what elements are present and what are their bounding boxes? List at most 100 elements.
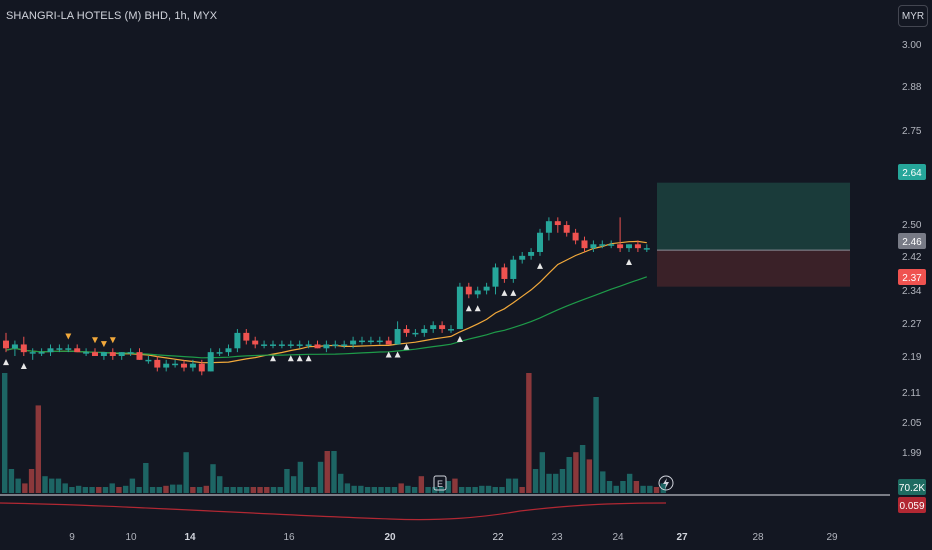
price-tick-label: 3.00 <box>902 40 922 51</box>
time-tick-label: 28 <box>752 532 764 543</box>
buy-signal-mark <box>296 355 303 362</box>
volume-bar <box>270 487 277 493</box>
volume-bar <box>499 487 505 493</box>
candle-body <box>74 348 81 353</box>
candle-body <box>296 344 303 346</box>
volume-bar <box>653 487 660 493</box>
price-tick-label: 2.88 <box>902 82 922 93</box>
indicator-badge-bg <box>898 497 926 513</box>
sell-signal-mark <box>65 333 72 340</box>
buy-signal-mark <box>403 343 410 350</box>
candle-body <box>510 259 517 279</box>
buy-signal-mark <box>3 359 9 366</box>
volume-bar <box>2 373 8 493</box>
volume-bar <box>573 452 579 493</box>
volume-bar <box>196 487 203 493</box>
volume-bar <box>425 487 431 493</box>
candle-body <box>367 340 374 343</box>
candle-body <box>359 340 365 343</box>
currency-button[interactable]: MYR <box>898 5 928 27</box>
candle-body <box>3 340 9 349</box>
buy-signal-mark <box>385 351 392 358</box>
volume-bar <box>506 478 512 493</box>
volume-bar <box>190 487 196 493</box>
volume-bar <box>452 478 458 493</box>
volume-bar <box>626 473 633 493</box>
volume-badge-bg <box>898 479 926 495</box>
volume-bar <box>203 485 209 493</box>
candle-body <box>608 244 615 246</box>
buy-signal-mark <box>510 289 517 296</box>
candle-body <box>109 352 116 356</box>
candle-body <box>189 363 196 368</box>
candle-body <box>376 340 383 343</box>
candle-body <box>545 221 552 233</box>
target-price-badge-bg <box>898 164 926 180</box>
volume-bar <box>600 471 606 493</box>
volume-badge-text: 70.2K <box>899 483 925 494</box>
buy-signal-mark <box>474 305 481 312</box>
candle-body <box>29 352 36 354</box>
time-tick-label: 27 <box>676 532 688 543</box>
volume-bar <box>559 469 566 493</box>
time-tick-label: 24 <box>612 532 624 543</box>
stop-price-badge-bg <box>898 269 926 285</box>
volume-bar <box>264 487 270 493</box>
volume-bar <box>418 476 425 493</box>
time-axis: 9 10 14 16 20 22 23 24 27 28 29 <box>69 532 838 543</box>
price-tick-label: 2.42 <box>902 252 922 263</box>
candle-body <box>448 329 454 331</box>
position-zones <box>657 182 850 287</box>
volume-bar <box>660 483 666 493</box>
time-tick-label: 9 <box>69 532 75 543</box>
volume-bar <box>116 487 122 493</box>
candle-body <box>314 344 321 349</box>
candle-body <box>243 332 250 341</box>
volume-bar <box>230 487 236 493</box>
sell-signal-mark <box>109 337 116 344</box>
volume-bar <box>479 485 485 493</box>
candle-body <box>599 244 606 246</box>
price-tick-label: 2.05 <box>902 418 922 429</box>
volume-bar <box>411 487 418 493</box>
volume-bar <box>89 487 95 493</box>
candle-body <box>403 329 410 333</box>
buy-signal-mark <box>456 336 463 343</box>
lightning-icon-bolt <box>663 478 669 489</box>
buy-signal-mark <box>270 355 276 362</box>
indicator-badge-text: 0.059 <box>899 501 924 512</box>
candle-body <box>145 359 152 362</box>
volume-bar <box>378 487 384 493</box>
stop-zone <box>657 250 850 287</box>
last-price-badge: 2.46 <box>898 233 926 249</box>
volume-bar <box>606 481 613 493</box>
volume-bar <box>49 478 55 493</box>
candle-body <box>430 325 437 330</box>
candle-body <box>617 244 624 249</box>
volume-bar <box>398 483 404 493</box>
volume-bar <box>183 452 189 493</box>
volume-bar <box>351 485 357 493</box>
volume-bar <box>82 487 89 493</box>
volume-bar <box>297 461 304 493</box>
candle-body <box>474 290 481 295</box>
candle-body <box>385 340 392 345</box>
candle-body <box>270 344 276 346</box>
earnings-icon-label: E <box>437 479 443 489</box>
volume-bar <box>69 487 75 493</box>
volume-bar <box>465 487 472 493</box>
volume-bar <box>250 487 257 493</box>
volume-bar <box>391 487 398 493</box>
last-price-badge-bg <box>898 233 926 249</box>
candle-body <box>83 352 90 354</box>
volume-bar <box>122 485 129 493</box>
stop-price-badge-text: 2.37 <box>902 273 922 284</box>
candle-body <box>216 352 223 354</box>
candles <box>3 217 650 376</box>
candle-body <box>501 267 508 279</box>
candle-body <box>261 344 268 346</box>
candle-body <box>323 344 330 349</box>
volume-bar <box>526 373 532 493</box>
buy-signal-mark <box>537 262 543 269</box>
